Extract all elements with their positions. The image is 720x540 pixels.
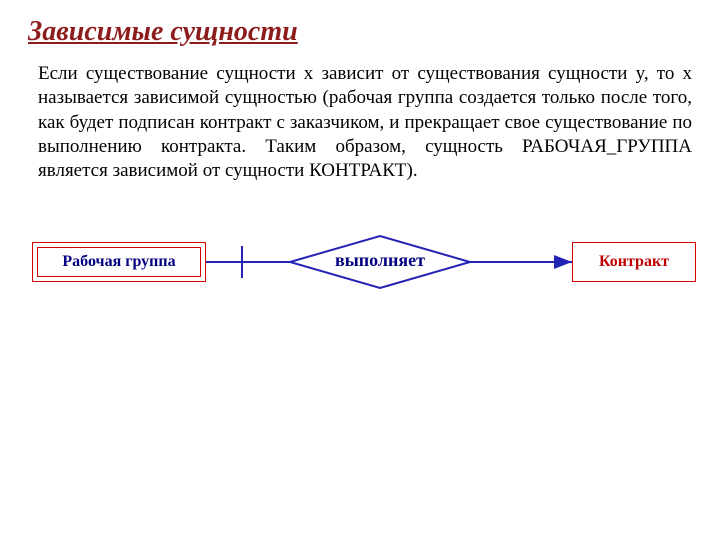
entity-right: Контракт <box>572 242 696 282</box>
body-paragraph: Если существование сущности x зависит от… <box>38 62 692 184</box>
relationship-label: выполняет <box>290 250 470 271</box>
er-diagram: выполняет Рабочая группа Контракт <box>32 224 696 304</box>
entity-left-label: Рабочая группа <box>62 253 175 271</box>
entity-left: Рабочая группа <box>32 242 206 282</box>
page-title: Зависимые сущности <box>28 16 692 48</box>
entity-left-inner: Рабочая группа <box>37 247 201 277</box>
entity-right-label: Контракт <box>599 253 669 271</box>
arrowhead <box>554 255 572 269</box>
